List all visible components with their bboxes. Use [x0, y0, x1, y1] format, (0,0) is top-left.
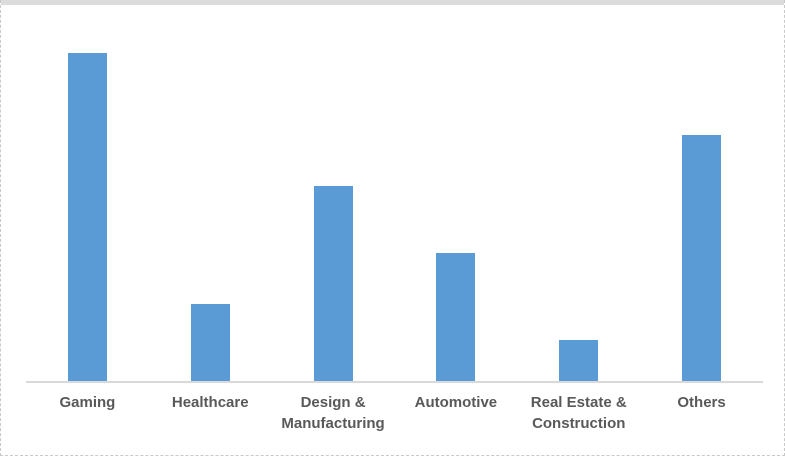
category-label-healthcare: Healthcare [171, 394, 249, 411]
bar-gaming [67, 53, 107, 381]
category-axis-labels: Gaming Healthcare Design & Manufacturing Au… [26, 392, 763, 434]
category-label-design-manufacturing: Design & Manufacturing [281, 394, 385, 432]
bar-healthcare [190, 304, 230, 381]
category-label-real-estate-construction: Real Estate & Construction [530, 394, 627, 432]
bar-others [682, 135, 722, 381]
category-label-automotive: Automotive [414, 394, 498, 411]
bar-slot-real-estate-construction [517, 0, 640, 381]
bar-real-estate-construction [559, 340, 599, 381]
x-axis-line [26, 381, 763, 383]
category-label-gaming: Gaming [59, 394, 116, 411]
bar-design-manufacturing [313, 186, 353, 381]
category-label-others: Others [677, 394, 726, 411]
bar-slot-design-manufacturing [272, 0, 395, 381]
bar-slot-healthcare [149, 0, 272, 381]
bars-row [26, 0, 763, 381]
window-edge-strip [1, 0, 784, 5]
bar-slot-gaming [26, 0, 149, 381]
bar-slot-others [640, 0, 763, 381]
bar-automotive [436, 253, 476, 381]
bar-slot-automotive [394, 0, 517, 381]
